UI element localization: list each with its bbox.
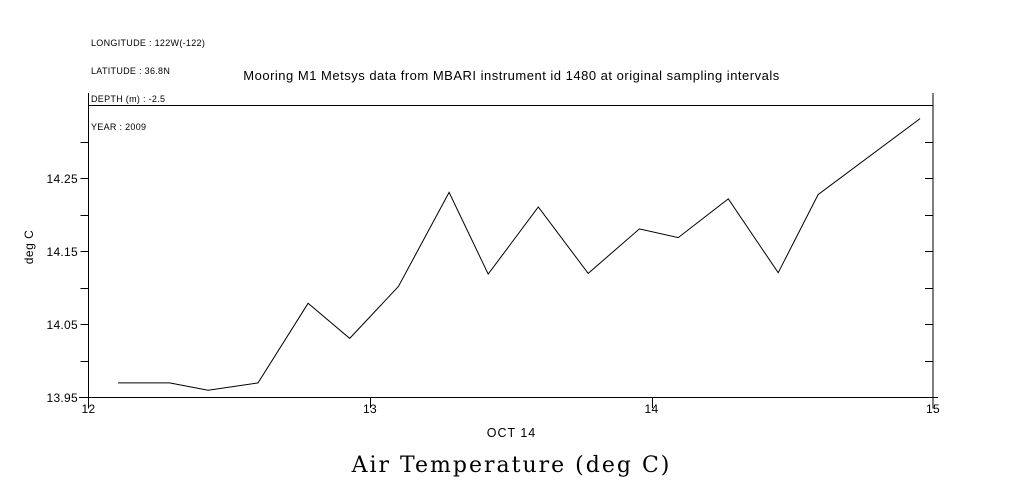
x-tick-label: 15 — [926, 402, 940, 416]
metadata-depth: DEPTH (m) : -2.5 — [91, 94, 166, 105]
y-tick-label: 13.95 — [46, 390, 78, 405]
plot-title: Mooring M1 Metsys data from MBARI instru… — [243, 68, 780, 83]
metadata-block: LONGITUDE : 122W(-122) LATITUDE : 36.8N … — [91, 20, 205, 152]
metadata-longitude: LONGITUDE : 122W(-122) — [91, 37, 206, 48]
x-tick-label: 13 — [363, 402, 377, 416]
x-tick-label: 14 — [644, 402, 659, 416]
y-tick-label: 14.15 — [46, 244, 78, 259]
metadata-latitude: LATITUDE : 36.8N — [91, 66, 171, 77]
y-tick-label: 14.05 — [46, 317, 78, 332]
metadata-year: YEAR : 2009 — [91, 122, 147, 133]
temperature-line — [118, 118, 921, 391]
bottom-title: Air Temperature (deg C) — [351, 453, 672, 478]
y-tick-label: 14.25 — [46, 171, 78, 186]
x-tick-label: 12 — [81, 402, 96, 416]
x-axis-label: OCT 14 — [486, 426, 537, 440]
